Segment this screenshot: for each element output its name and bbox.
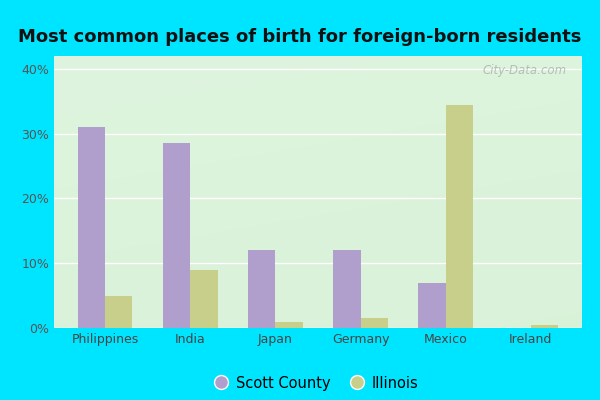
Legend: Scott County, Illinois: Scott County, Illinois [212, 370, 424, 397]
Text: City-Data.com: City-Data.com [482, 64, 566, 77]
Bar [275, 322, 302, 328]
Bar [190, 270, 218, 328]
Bar [361, 318, 388, 328]
Bar [418, 283, 446, 328]
Text: Most common places of birth for foreign-born residents: Most common places of birth for foreign-… [19, 28, 581, 46]
Bar [446, 104, 473, 328]
Bar [334, 250, 361, 328]
Bar [78, 127, 105, 328]
Bar [105, 296, 133, 328]
Bar [248, 250, 275, 328]
Bar [163, 144, 190, 328]
Bar [531, 325, 558, 328]
